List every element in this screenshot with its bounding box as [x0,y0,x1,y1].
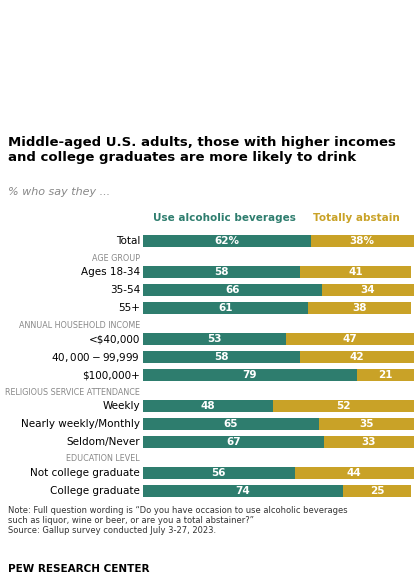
Bar [143,302,308,314]
Text: 38: 38 [352,303,367,313]
Bar [143,436,324,448]
Text: 74: 74 [236,486,250,496]
Text: PEW RESEARCH CENTER: PEW RESEARCH CENTER [8,564,150,574]
Text: 35-54: 35-54 [110,285,140,295]
Text: <$40,000: <$40,000 [89,334,140,344]
Text: 33: 33 [362,437,376,447]
Text: RELIGIOUS SERVICE ATTENDANCE: RELIGIOUS SERVICE ATTENDANCE [5,387,140,396]
Text: College graduate: College graduate [50,486,140,496]
Text: AGE GROUP: AGE GROUP [92,254,140,263]
Text: 34: 34 [360,285,375,295]
Bar [143,266,300,278]
Bar [322,284,414,296]
Text: Seldom/Never: Seldom/Never [66,437,140,447]
Bar [143,235,311,248]
Text: 53: 53 [207,334,222,344]
Text: 25: 25 [370,486,384,496]
Text: 58: 58 [214,352,228,362]
Bar [143,333,286,345]
Text: 61: 61 [218,303,233,313]
Bar [143,369,357,381]
Bar [319,418,414,430]
Bar [324,436,414,448]
Text: 65: 65 [223,419,238,429]
Bar [143,284,322,296]
Text: 62%: 62% [214,236,239,246]
Text: EDUCATION LEVEL: EDUCATION LEVEL [66,455,140,463]
Text: % who say they ...: % who say they ... [8,187,110,197]
Bar [311,235,414,248]
Text: 55+: 55+ [118,303,140,313]
Text: 67: 67 [226,437,241,447]
Bar [143,467,294,479]
Bar [143,400,273,412]
Text: Ages 18-34: Ages 18-34 [81,267,140,277]
Text: 66: 66 [225,285,239,295]
Text: 38%: 38% [350,236,375,246]
Text: Middle-aged U.S. adults, those with higher incomes
and college graduates are mor: Middle-aged U.S. adults, those with high… [8,136,396,165]
Text: $40,000-$99,999: $40,000-$99,999 [52,350,140,363]
Bar [294,467,414,479]
Text: 42: 42 [349,352,364,362]
Text: Total: Total [116,236,140,246]
Bar [300,266,411,278]
Bar [357,369,414,381]
Bar [343,485,411,497]
Text: Nearly weekly/Monthly: Nearly weekly/Monthly [21,419,140,429]
Bar [308,302,411,314]
Bar [300,351,414,363]
Text: 48: 48 [200,401,215,411]
Text: 21: 21 [378,370,393,380]
Text: 44: 44 [347,468,362,478]
Text: 52: 52 [336,401,351,411]
Text: 56: 56 [211,468,226,478]
Text: ANNUAL HOUSEHOLD INCOME: ANNUAL HOUSEHOLD INCOME [19,320,140,330]
Bar [143,351,300,363]
Bar [273,400,414,412]
Text: Not college graduate: Not college graduate [30,468,140,478]
Text: Weekly: Weekly [102,401,140,411]
Text: 58: 58 [214,267,228,277]
Text: Totally abstain: Totally abstain [313,212,400,223]
Text: 35: 35 [359,419,373,429]
Text: Note: Full question wording is “Do you have occasion to use alcoholic beverages
: Note: Full question wording is “Do you h… [8,506,348,536]
Text: 47: 47 [343,334,357,344]
Text: 41: 41 [348,267,363,277]
Text: $100,000+: $100,000+ [82,370,140,380]
Bar [143,418,319,430]
Text: Use alcoholic beverages: Use alcoholic beverages [152,212,296,223]
Bar [286,333,414,345]
Bar [143,485,343,497]
Text: 79: 79 [243,370,257,380]
